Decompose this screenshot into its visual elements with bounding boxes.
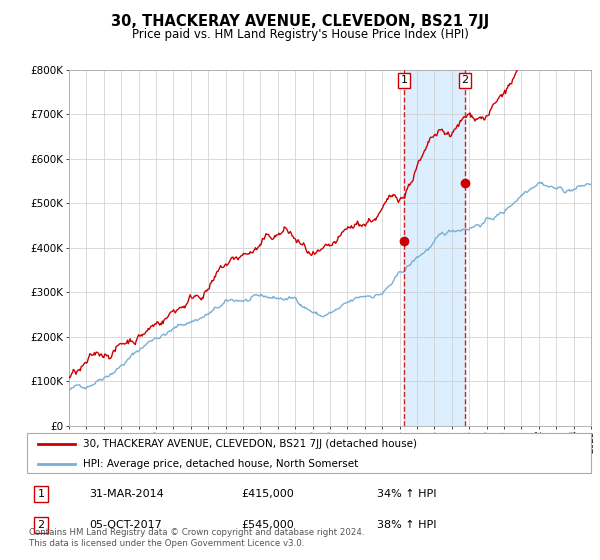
Text: Price paid vs. HM Land Registry's House Price Index (HPI): Price paid vs. HM Land Registry's House … [131,28,469,41]
Text: 30, THACKERAY AVENUE, CLEVEDON, BS21 7JJ: 30, THACKERAY AVENUE, CLEVEDON, BS21 7JJ [111,14,489,29]
Text: 30, THACKERAY AVENUE, CLEVEDON, BS21 7JJ (detached house): 30, THACKERAY AVENUE, CLEVEDON, BS21 7JJ… [83,439,418,449]
Text: £545,000: £545,000 [241,520,294,530]
Text: 38% ↑ HPI: 38% ↑ HPI [377,520,436,530]
Text: 1: 1 [400,76,407,85]
Text: 31-MAR-2014: 31-MAR-2014 [89,489,164,500]
Text: 2: 2 [461,76,469,85]
Text: 1: 1 [38,489,44,500]
Text: Contains HM Land Registry data © Crown copyright and database right 2024.
This d: Contains HM Land Registry data © Crown c… [29,528,364,548]
Text: £415,000: £415,000 [241,489,294,500]
Text: 34% ↑ HPI: 34% ↑ HPI [377,489,436,500]
Text: HPI: Average price, detached house, North Somerset: HPI: Average price, detached house, Nort… [83,459,359,469]
Text: 05-OCT-2017: 05-OCT-2017 [89,520,162,530]
Text: 2: 2 [38,520,44,530]
Bar [404,70,465,426]
